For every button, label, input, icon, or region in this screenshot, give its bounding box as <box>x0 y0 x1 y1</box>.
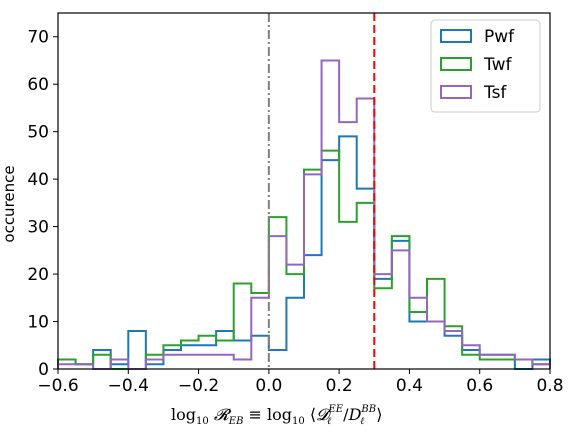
legend-label-twf: Twf <box>483 55 512 75</box>
x-tick-label: −0.4 <box>108 376 149 396</box>
y-tick-label: 70 <box>27 28 49 48</box>
x-tick-label: 0.8 <box>536 376 563 396</box>
legend-swatch-pwf <box>440 29 472 43</box>
legend-label-pwf: Pwf <box>484 27 515 47</box>
plot-frame <box>57 12 551 370</box>
xlabel-subL2: ℓ <box>360 416 364 427</box>
reference-lines <box>267 13 376 369</box>
y-axis-label: occurence <box>0 165 18 242</box>
y-tick-label: 0 <box>38 360 49 380</box>
xlabel-subEB: EB <box>228 416 244 427</box>
legend-label-tsf: Tsf <box>483 83 507 103</box>
xlabel-sub10b: 10 <box>292 416 305 427</box>
x-axis-label: log10 𝓡EB ≡ log10 ⟨𝓓EE ℓ/DBB ℓ ⟩ <box>171 404 383 427</box>
y-tick-label: 30 <box>27 218 49 238</box>
x-tick-label: 0.6 <box>466 376 493 396</box>
x-tick-label: −0.2 <box>178 376 219 396</box>
x-tick-label: 0.0 <box>255 376 282 396</box>
xlabel-equiv: ≡ <box>249 405 262 424</box>
xlabel-rangle: ⟩ <box>376 405 382 424</box>
x-tick-label: −0.6 <box>37 376 78 396</box>
xlabel-subL1: ℓ <box>327 416 331 427</box>
y-axis-ticks: 0 10 20 30 40 50 60 70 <box>27 28 58 380</box>
legend-swatch-tsf <box>440 85 472 99</box>
xlabel-log2: log <box>267 405 292 424</box>
y-tick-label: 10 <box>27 313 49 333</box>
y-tick-label: 20 <box>27 265 49 285</box>
xlabel-D: 𝓓 <box>316 405 332 424</box>
x-tick-label: 0.4 <box>396 376 423 396</box>
xlabel-sub10a: 10 <box>196 416 209 427</box>
x-axis-ticks: −0.6 −0.4 −0.2 0.0 0.2 0.4 0.6 0.8 <box>37 369 564 396</box>
x-tick-label: 0.2 <box>326 376 353 396</box>
xlabel-slash: / <box>343 405 349 424</box>
legend: Pwf Twf Tsf <box>430 19 541 113</box>
xlabel-R: 𝓡 <box>214 405 232 424</box>
xlabel-langle: ⟨ <box>310 405 316 424</box>
xlabel-D2: D <box>348 405 362 424</box>
y-tick-label: 50 <box>27 123 49 143</box>
xlabel-supEE: EE <box>327 404 343 415</box>
xlabel-supBB: BB <box>360 404 376 415</box>
y-tick-label: 60 <box>27 75 49 95</box>
y-tick-label: 40 <box>27 170 49 190</box>
xlabel-log1: log <box>171 405 196 424</box>
legend-swatch-twf <box>440 57 472 71</box>
